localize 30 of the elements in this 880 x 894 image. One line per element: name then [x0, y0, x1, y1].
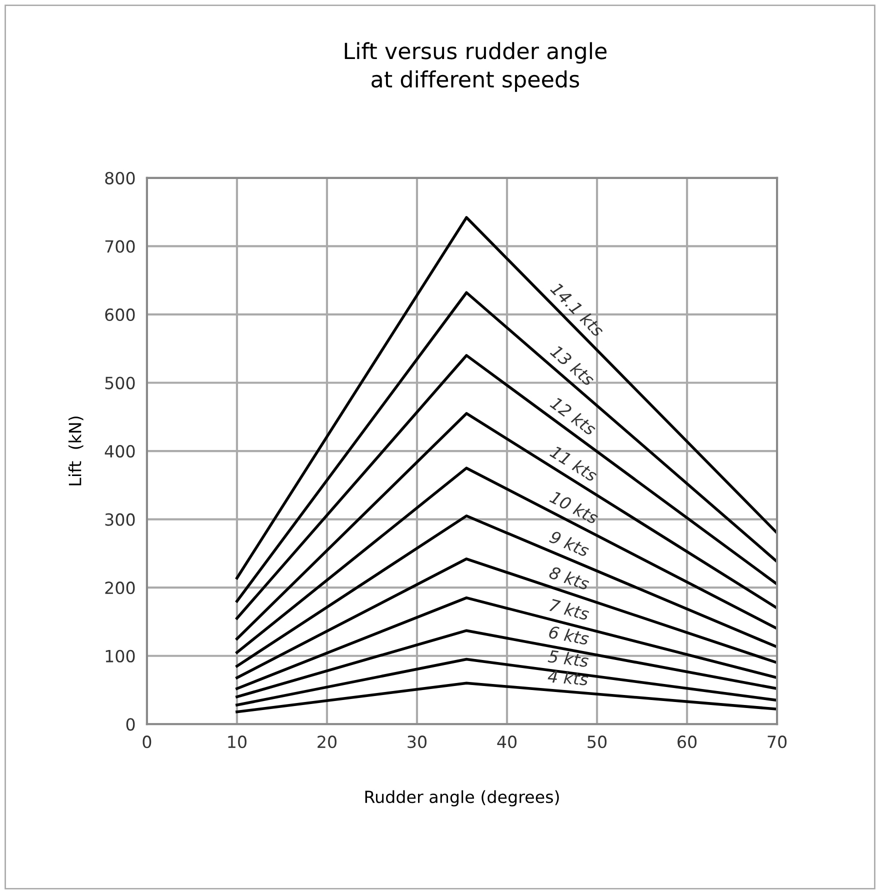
text: 9 kts [548, 530, 590, 558]
y-tick-label: 700 [105, 240, 135, 253]
text: 7 kts [549, 598, 590, 621]
x-tick-label: 50 [588, 736, 607, 748]
y-tick-label: 800 [105, 172, 135, 184]
x-tick-label: 10 [228, 736, 246, 748]
y-tick-label: 100 [106, 650, 135, 662]
series-label: 4 kts [547, 669, 589, 686]
text: 6 kts [548, 625, 590, 646]
y-axis-title: Lift (kN) [68, 416, 84, 486]
y-tick-label: 600 [105, 308, 135, 322]
x-tick-label: 0 [142, 736, 152, 748]
x-axis-title: Rudder angle (degrees) [365, 790, 559, 806]
y-tick-label: 500 [105, 376, 135, 390]
text: 11 kts [549, 444, 599, 482]
x-tick-label: 70 [768, 736, 787, 748]
x-tick-label: 60 [678, 736, 697, 748]
y-tick-label: 300 [105, 513, 135, 526]
y-tick-label: 0 [126, 718, 135, 731]
x-tick-label: 40 [497, 736, 517, 748]
text: 13 kts [550, 344, 596, 387]
text: 5 kts [548, 649, 590, 668]
chart-title: Lift versus rudder angle at different speeds [344, 42, 607, 92]
x-tick-label: 30 [408, 736, 426, 748]
x-tick-label: 20 [318, 736, 336, 748]
text: 8 kts [548, 566, 590, 590]
text: 10 kts [549, 490, 600, 525]
text: 12 kts [549, 396, 598, 436]
y-tick-label: 400 [104, 444, 135, 458]
y-tick-label: 200 [105, 582, 135, 594]
